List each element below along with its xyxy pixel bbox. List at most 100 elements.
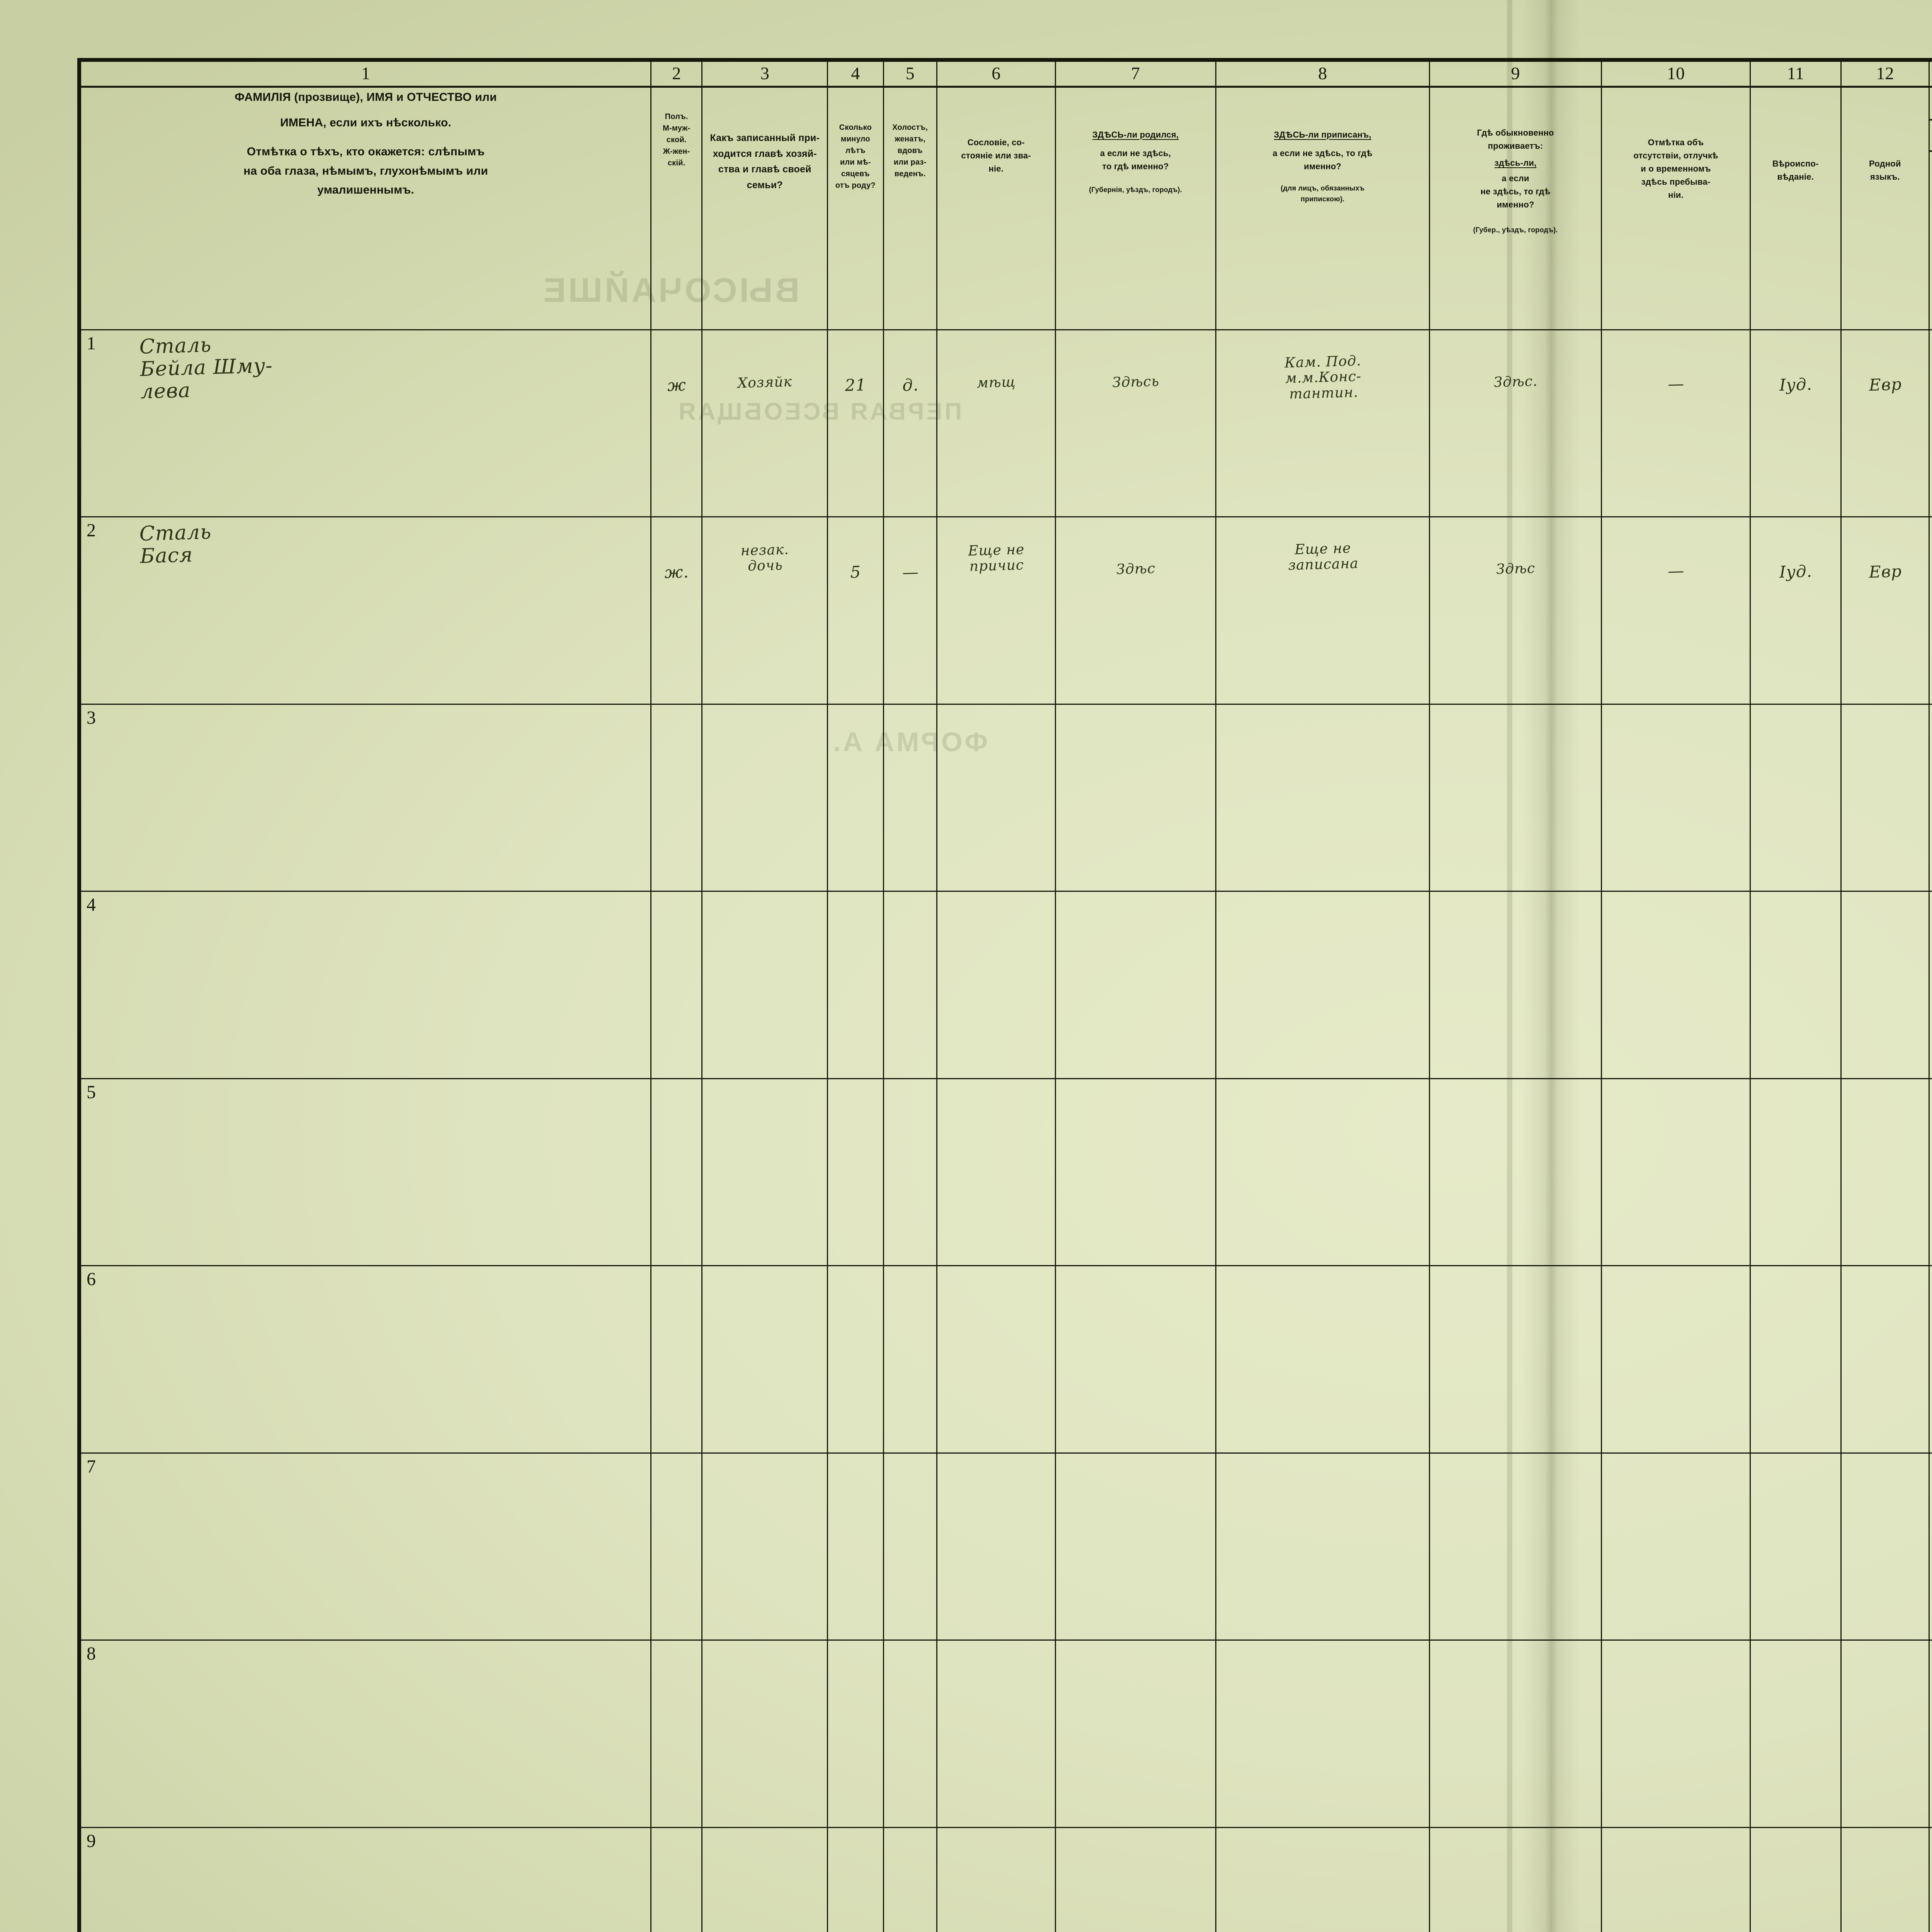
cell-c2[interactable]: [650, 1827, 703, 1932]
cell-c5[interactable]: [883, 1639, 937, 1828]
cell-c9[interactable]: [1429, 1265, 1602, 1454]
cell-c2[interactable]: [650, 1265, 703, 1454]
cell-c4[interactable]: [827, 1639, 884, 1828]
cell-name[interactable]: 3: [78, 703, 652, 892]
cell-c7[interactable]: [1054, 891, 1216, 1079]
cell-c8[interactable]: Еще не записана: [1215, 516, 1430, 705]
cell-name[interactable]: 2 Сталь Бася: [78, 516, 652, 705]
cell-c8[interactable]: [1215, 1639, 1430, 1828]
cell-c4[interactable]: [827, 1827, 884, 1932]
cell-c7[interactable]: [1054, 1452, 1216, 1641]
cell-c7[interactable]: Здѣсь: [1054, 329, 1216, 518]
cell-c6[interactable]: мѣщ: [936, 329, 1056, 518]
cell-c8[interactable]: [1215, 891, 1430, 1079]
cell-c5[interactable]: [883, 1452, 937, 1641]
cell-c7[interactable]: [1054, 1265, 1216, 1454]
cell-c5[interactable]: —: [883, 516, 937, 705]
cell-c8[interactable]: [1215, 703, 1430, 892]
cell-c5[interactable]: [883, 1827, 937, 1932]
cell-c6[interactable]: [936, 891, 1056, 1079]
cell-name[interactable]: 4: [78, 891, 652, 1079]
cell-c11[interactable]: [1750, 1265, 1842, 1454]
cell-c10[interactable]: [1601, 1078, 1751, 1267]
cell-c10[interactable]: [1601, 1827, 1751, 1932]
cell-c12[interactable]: Евр: [1840, 329, 1930, 518]
cell-c3[interactable]: [701, 1265, 828, 1454]
cell-c11[interactable]: [1750, 1452, 1842, 1641]
cell-c4[interactable]: [827, 1078, 884, 1267]
cell-c12[interactable]: [1840, 1452, 1930, 1641]
cell-c12[interactable]: [1840, 1827, 1930, 1932]
cell-c7[interactable]: [1054, 703, 1216, 892]
cell-c4[interactable]: 21: [827, 329, 884, 518]
cell-c13a[interactable]: [1929, 1639, 1932, 1828]
cell-c8[interactable]: Кам. Под. м.м.Конс- тантин.: [1215, 329, 1430, 518]
cell-c10[interactable]: [1601, 1265, 1751, 1454]
cell-c11[interactable]: [1750, 891, 1842, 1079]
cell-c6[interactable]: [936, 1265, 1056, 1454]
cell-c6[interactable]: Еще не причис: [936, 516, 1056, 705]
cell-c10[interactable]: —: [1601, 516, 1751, 705]
cell-name[interactable]: 6: [78, 1265, 652, 1454]
cell-c5[interactable]: [883, 1265, 937, 1454]
cell-c7[interactable]: Здѣс: [1054, 516, 1216, 705]
cell-c13a[interactable]: негр: [1929, 516, 1932, 705]
cell-c8[interactable]: [1215, 1078, 1430, 1267]
cell-c3[interactable]: [701, 1452, 828, 1641]
cell-c13a[interactable]: [1929, 1078, 1932, 1267]
cell-c8[interactable]: [1215, 1265, 1430, 1454]
cell-c11[interactable]: [1750, 1639, 1842, 1828]
cell-c2[interactable]: [650, 1639, 703, 1828]
cell-c10[interactable]: [1601, 703, 1751, 892]
cell-c4[interactable]: [827, 1452, 884, 1641]
cell-c5[interactable]: [883, 891, 937, 1079]
cell-c6[interactable]: [936, 1639, 1056, 1828]
cell-c3[interactable]: незак. дочь: [701, 516, 828, 705]
cell-c2[interactable]: ж.: [650, 516, 703, 705]
cell-c11[interactable]: Іуд.: [1750, 516, 1842, 705]
cell-c6[interactable]: [936, 703, 1056, 892]
cell-name[interactable]: 1 Сталь Бейла Шму- лева: [78, 329, 652, 518]
cell-c13a[interactable]: [1929, 1827, 1932, 1932]
cell-c4[interactable]: [827, 891, 884, 1079]
cell-c12[interactable]: Евр: [1840, 516, 1930, 705]
cell-c13a[interactable]: [1929, 1265, 1932, 1454]
cell-c11[interactable]: [1750, 703, 1842, 892]
cell-c8[interactable]: [1215, 1827, 1430, 1932]
cell-c5[interactable]: д.: [883, 329, 937, 518]
cell-name[interactable]: 7: [78, 1452, 652, 1641]
cell-c2[interactable]: ж: [650, 329, 703, 518]
cell-c7[interactable]: [1054, 1827, 1216, 1932]
cell-c3[interactable]: [701, 891, 828, 1079]
cell-c9[interactable]: [1429, 1827, 1602, 1932]
cell-c9[interactable]: [1429, 1452, 1602, 1641]
cell-c7[interactable]: [1054, 1078, 1216, 1267]
cell-c9[interactable]: Здѣс: [1429, 516, 1602, 705]
cell-c9[interactable]: [1429, 1639, 1602, 1828]
cell-c12[interactable]: [1840, 1078, 1930, 1267]
cell-c10[interactable]: [1601, 1639, 1751, 1828]
cell-c10[interactable]: [1601, 891, 1751, 1079]
cell-c13a[interactable]: неграм: [1929, 329, 1932, 518]
cell-c8[interactable]: [1215, 1452, 1430, 1641]
cell-c2[interactable]: [650, 891, 703, 1079]
cell-c2[interactable]: [650, 1452, 703, 1641]
cell-c13a[interactable]: [1929, 703, 1932, 892]
cell-c5[interactable]: [883, 1078, 937, 1267]
cell-c6[interactable]: [936, 1827, 1056, 1932]
cell-c3[interactable]: [701, 1078, 828, 1267]
cell-c5[interactable]: [883, 703, 937, 892]
cell-c4[interactable]: [827, 1265, 884, 1454]
cell-c4[interactable]: 5: [827, 516, 884, 705]
cell-c9[interactable]: [1429, 1078, 1602, 1267]
cell-name[interactable]: 5: [78, 1078, 652, 1267]
cell-c2[interactable]: [650, 1078, 703, 1267]
cell-c12[interactable]: [1840, 703, 1930, 892]
cell-c3[interactable]: [701, 1639, 828, 1828]
cell-c10[interactable]: —: [1601, 329, 1751, 518]
cell-c13a[interactable]: [1929, 1452, 1932, 1641]
cell-c9[interactable]: Здѣс.: [1429, 329, 1602, 518]
cell-c2[interactable]: [650, 703, 703, 892]
cell-c9[interactable]: [1429, 891, 1602, 1079]
cell-c3[interactable]: Хозяйк: [701, 329, 828, 518]
